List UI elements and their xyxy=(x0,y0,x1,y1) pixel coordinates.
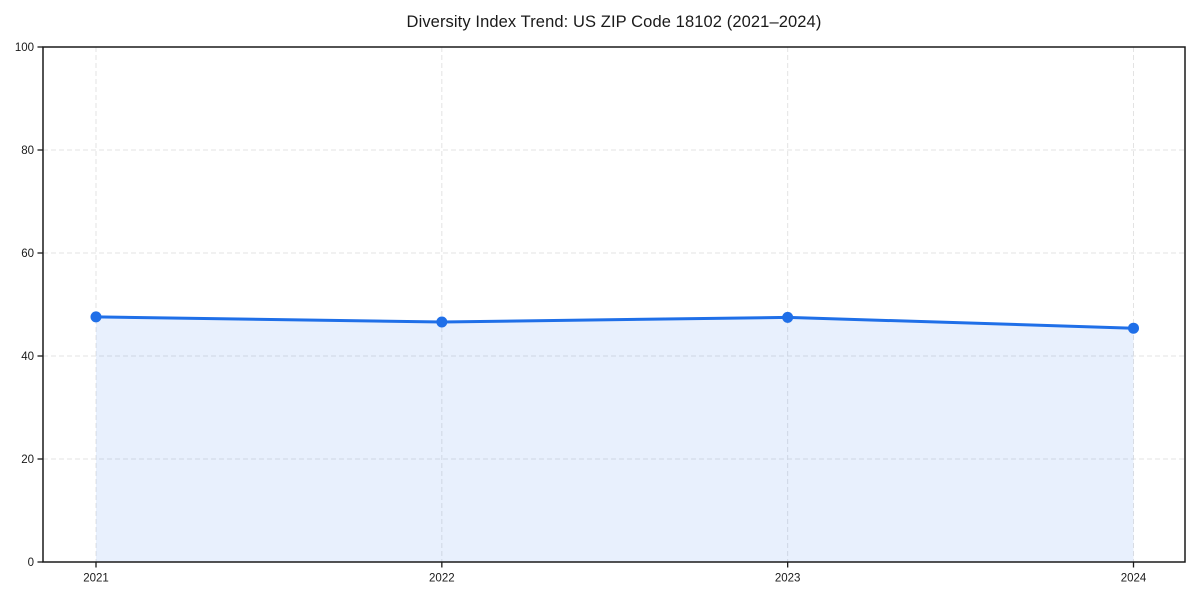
data-point-2023 xyxy=(782,311,794,323)
y-tick-label: 60 xyxy=(21,248,34,260)
data-point-2022 xyxy=(436,316,448,328)
y-tick-label: 80 xyxy=(21,145,34,157)
x-tick-label: 2024 xyxy=(1121,573,1147,585)
plot-border xyxy=(42,46,1186,563)
x-tick-label: 2023 xyxy=(775,573,801,585)
x-tick-label: 2022 xyxy=(429,573,455,585)
data-point-2021 xyxy=(90,311,102,323)
trend-line xyxy=(94,315,1135,330)
area-fill xyxy=(96,316,1134,562)
y-tick-label: 40 xyxy=(21,351,34,363)
y-tick-label: 0 xyxy=(28,557,34,569)
y-tick-label: 100 xyxy=(15,42,34,54)
y-tick-label: 20 xyxy=(21,454,34,466)
chart-title: Diversity Index Trend: US ZIP Code 18102… xyxy=(406,13,822,31)
x-tick-label: 2021 xyxy=(83,573,109,585)
data-point-2024 xyxy=(1128,322,1139,334)
